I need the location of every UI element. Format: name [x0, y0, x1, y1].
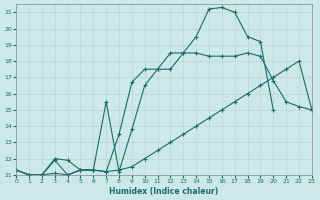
X-axis label: Humidex (Indice chaleur): Humidex (Indice chaleur): [109, 187, 219, 196]
